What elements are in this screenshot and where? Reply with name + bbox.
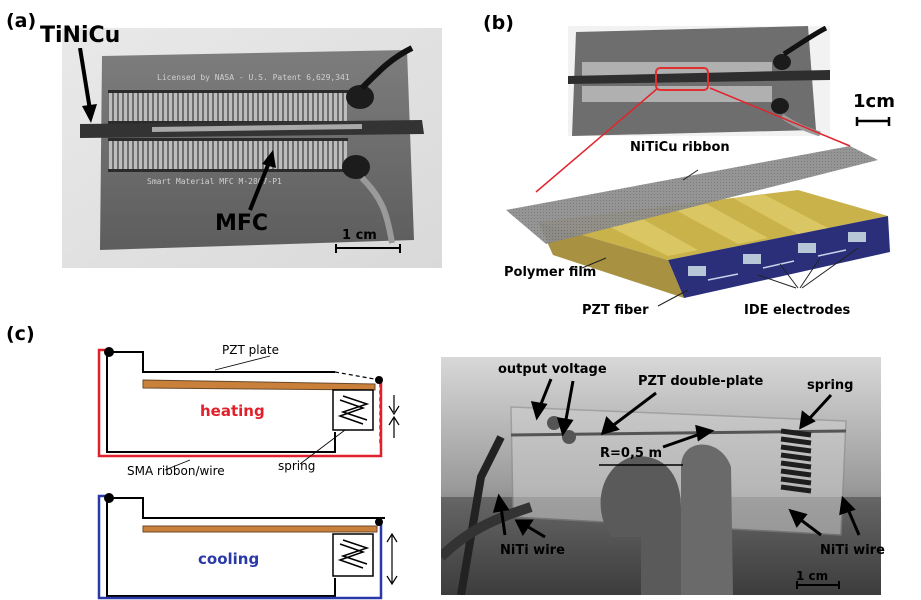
mfc-schematic bbox=[506, 146, 890, 307]
panel-c-photo bbox=[441, 357, 881, 595]
panel-a-photo: Licensed by NASA - U.S. Patent 6,629,341… bbox=[62, 28, 442, 268]
panel-b-scale-bar bbox=[855, 117, 891, 126]
zoom-lines bbox=[535, 87, 851, 193]
label-sma-ribbon: SMA ribbon/wire bbox=[127, 464, 225, 478]
panel-a-scale-label: 1 cm bbox=[342, 228, 377, 243]
label-ide-electrodes: IDE electrodes bbox=[744, 303, 851, 318]
panel-b-photo bbox=[568, 26, 830, 136]
label-radius: R=0,5 m bbox=[600, 446, 663, 461]
panel-b-letter: (b) bbox=[483, 12, 514, 34]
label-pzt-plate: PZT plate bbox=[222, 343, 279, 357]
label-niti-wire-left: NiTi wire bbox=[500, 543, 565, 558]
panel-a-letter: (a) bbox=[6, 10, 37, 32]
panel-c-letter: (c) bbox=[6, 323, 35, 345]
label-cooling: cooling bbox=[198, 550, 260, 568]
label-output-voltage: output voltage bbox=[498, 362, 607, 377]
photo-arrows bbox=[492, 378, 861, 589]
panel-a-scale-bar bbox=[335, 244, 401, 253]
panel-b-scale-label: 1cm bbox=[853, 91, 895, 112]
label-mfc: MFC bbox=[215, 211, 269, 236]
panel-c-scale-label: 1 cm bbox=[796, 569, 829, 583]
label-spring-photo: spring bbox=[807, 378, 854, 393]
mfc-arrow bbox=[248, 150, 276, 211]
panel-a-imprint-bottom: Smart Material MFC M-2807-P1 bbox=[147, 177, 282, 186]
label-polymer-film: Polymer film bbox=[504, 265, 597, 280]
label-heating: heating bbox=[200, 402, 265, 420]
label-spring-schematic: spring bbox=[278, 459, 316, 473]
label-niticu-ribbon: NiTiCu ribbon bbox=[630, 140, 730, 155]
tinicu-arrow bbox=[78, 48, 97, 123]
label-pzt-fiber: PZT fiber bbox=[582, 303, 649, 318]
panel-a-imprint-top: Licensed by NASA - U.S. Patent 6,629,341 bbox=[157, 73, 350, 82]
label-niti-wire-right: NiTi wire bbox=[820, 543, 885, 558]
label-tinicu: TiNiCu bbox=[40, 23, 121, 48]
label-pzt-double-plate: PZT double-plate bbox=[638, 374, 764, 389]
